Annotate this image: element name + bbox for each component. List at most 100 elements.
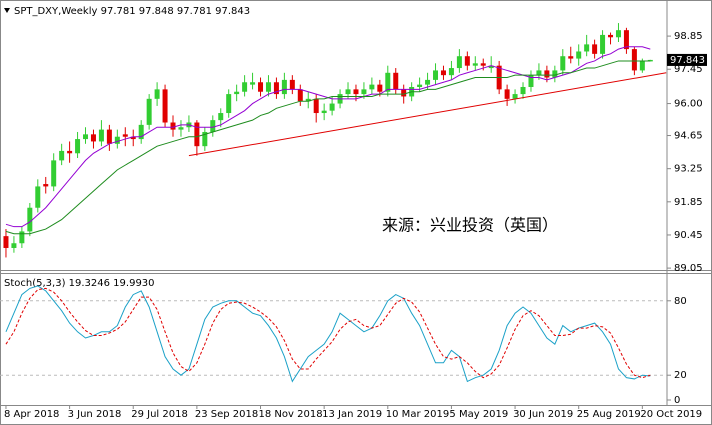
chart-header: SPT_DXY,Weekly 97.781 97.848 97.781 97.8… xyxy=(14,6,250,17)
x-tick-label: 18 Nov 2018 xyxy=(259,409,323,420)
candle-body xyxy=(615,30,621,38)
candle-body xyxy=(560,56,566,71)
candle-body xyxy=(472,63,478,66)
candle-body xyxy=(218,113,224,121)
candle-body xyxy=(377,84,383,92)
series-line xyxy=(5,60,651,235)
candle-body xyxy=(520,86,526,95)
candle-body xyxy=(313,98,319,114)
series-line xyxy=(5,287,651,379)
candle-body xyxy=(528,75,534,87)
candle-body xyxy=(51,160,57,187)
candle-body xyxy=(536,70,542,76)
candle-body xyxy=(329,103,335,111)
candle-body xyxy=(27,207,33,232)
candle-body xyxy=(258,82,264,92)
candle-body xyxy=(353,89,359,95)
candle-body xyxy=(289,79,295,90)
candle-body xyxy=(106,129,112,144)
candle-body xyxy=(456,56,462,69)
candle-body xyxy=(98,129,104,142)
y-tick-label: 80 xyxy=(674,296,687,307)
source-note: 来源：兴业投资（英国） xyxy=(382,216,558,235)
candle-body xyxy=(170,122,176,130)
price-tag xyxy=(667,53,707,66)
candle-body xyxy=(234,91,240,95)
candle-body xyxy=(226,94,232,114)
y-tick-label: 96.00 xyxy=(674,99,703,110)
candle-body xyxy=(59,150,65,161)
y-tick-label: 97.45 xyxy=(674,64,703,75)
x-tick-label: 13 Jan 2019 xyxy=(322,409,382,420)
x-tick-label: 23 Sep 2018 xyxy=(195,409,258,420)
candle-body xyxy=(401,89,407,97)
y-tick-label: 94.65 xyxy=(674,131,703,142)
candle-body xyxy=(592,44,598,54)
candle-body xyxy=(464,56,470,66)
candle-body xyxy=(250,82,256,85)
candle-body xyxy=(608,34,614,38)
candle-body xyxy=(504,89,510,99)
y-tick-label: 91.85 xyxy=(674,197,703,208)
candle-body xyxy=(600,34,606,54)
x-tick-label: 30 Jun 2019 xyxy=(513,409,573,420)
candle-body xyxy=(440,70,446,76)
candle-body xyxy=(393,72,399,90)
candle-body xyxy=(154,89,160,99)
candle-body xyxy=(305,98,311,102)
candle-body xyxy=(369,84,375,90)
candle-body xyxy=(202,131,208,147)
candle-body xyxy=(568,56,574,59)
y-tick-label: 20 xyxy=(674,370,687,381)
candle-body xyxy=(425,79,431,85)
candle-body xyxy=(544,70,550,78)
candle-body xyxy=(67,150,73,154)
candle-body xyxy=(19,231,25,244)
x-tick-label: 5 May 2019 xyxy=(449,409,508,420)
candle-body xyxy=(178,127,184,130)
x-tick-label: 8 Apr 2018 xyxy=(4,409,59,420)
candle-body xyxy=(576,51,582,59)
candle-body xyxy=(90,134,96,142)
candle-body xyxy=(3,236,9,248)
x-tick-label: 10 Mar 2019 xyxy=(386,409,449,420)
series-line xyxy=(5,285,651,383)
candle-body xyxy=(480,63,486,66)
y-tick-label: 93.25 xyxy=(674,164,703,175)
candle-body xyxy=(83,134,89,140)
y-tick-label: 90.45 xyxy=(674,230,703,241)
menu-arrow xyxy=(4,8,10,13)
x-tick-label: 25 Aug 2019 xyxy=(577,409,641,420)
y-tick-label: 0 xyxy=(674,395,680,406)
candle-body xyxy=(361,89,367,95)
candle-body xyxy=(552,70,558,78)
candle-body xyxy=(242,82,248,92)
candle-body xyxy=(584,44,590,52)
candle-body xyxy=(623,30,629,50)
candle-body xyxy=(138,124,144,140)
candle-body xyxy=(43,184,49,187)
y-tick-label: 98.85 xyxy=(674,31,703,42)
candle-body xyxy=(297,89,303,102)
candle-body xyxy=(345,89,351,95)
candle-body xyxy=(194,122,200,147)
x-tick-label: 29 Jul 2018 xyxy=(131,409,188,420)
candle-body xyxy=(281,79,287,95)
candle-body xyxy=(631,49,637,71)
candle-body xyxy=(114,136,120,144)
trendline xyxy=(188,72,667,157)
candle-body xyxy=(122,134,128,137)
candle-body xyxy=(433,70,439,80)
x-tick-label: 3 Jun 2018 xyxy=(68,409,122,420)
x-tick-label: 20 Oct 2019 xyxy=(640,409,702,420)
candle-body xyxy=(11,243,17,248)
candle-body xyxy=(639,60,645,71)
candle-body xyxy=(130,136,136,140)
candle-body xyxy=(385,72,391,92)
candle-body xyxy=(75,139,81,154)
y-tick-label: 89.05 xyxy=(674,263,703,274)
candle-body xyxy=(488,65,494,69)
candle-body xyxy=(273,82,279,95)
